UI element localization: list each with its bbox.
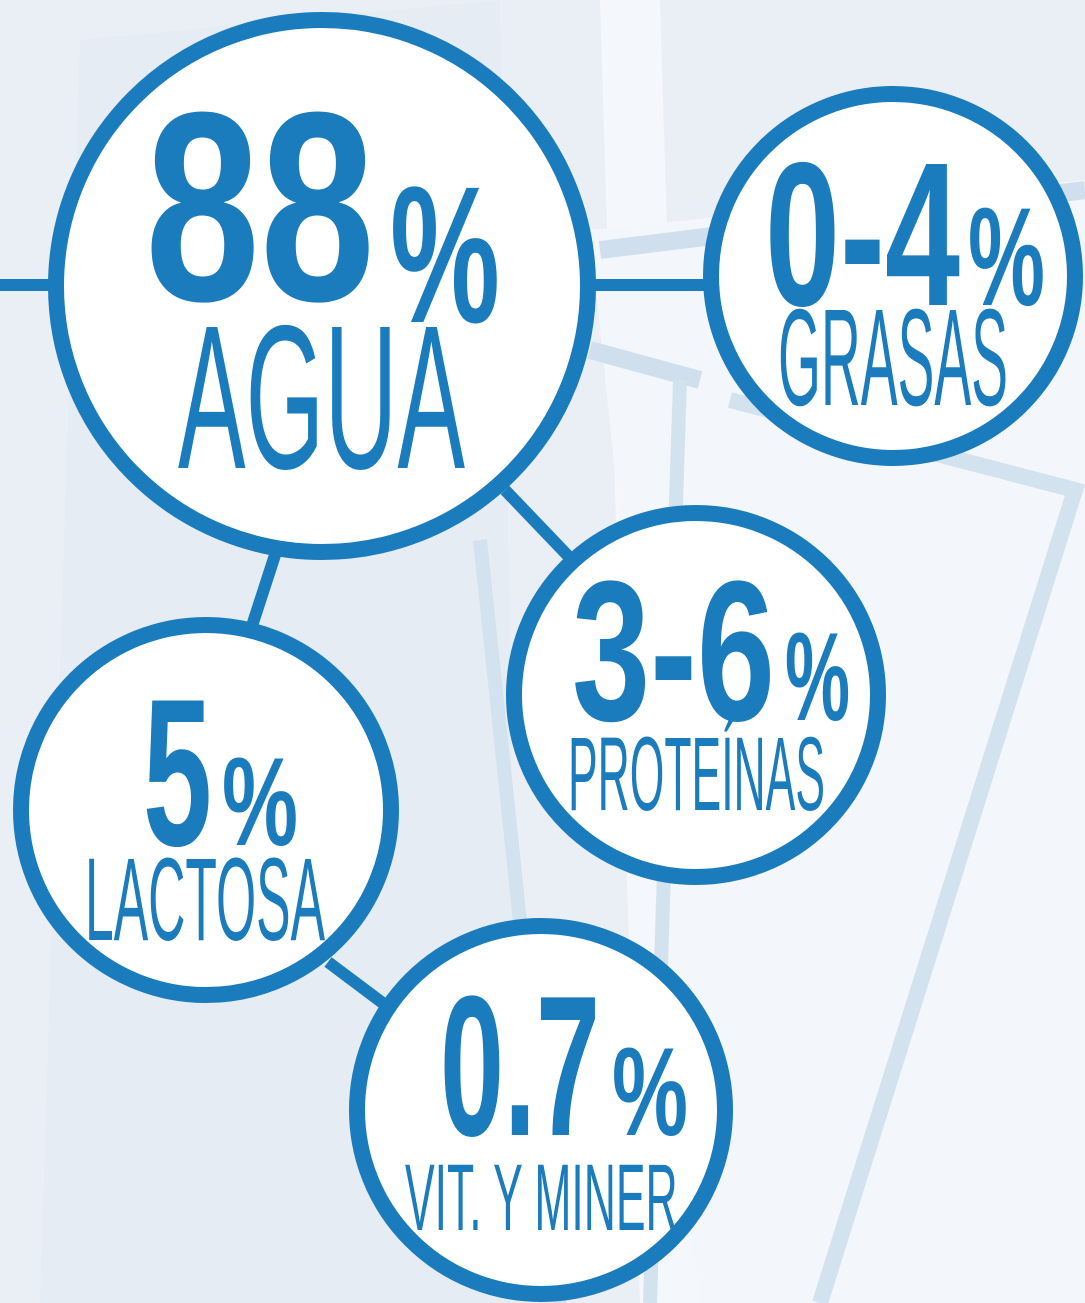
connector [505,490,572,560]
infographic: 88 % AGUA 0-4 % GRASAS 3-6 % PROTEÍNAS 5… [0,0,1085,1303]
node-lactosa: 5 % LACTOSA [21,625,391,995]
node-vitaminas: 0.7 % VIT. Y MINER. [357,926,725,1294]
node-proteinas: 3-6 % PROTEÍNAS [514,513,878,877]
node-grasas: 0-4 % GRASAS [711,94,1075,458]
node-label: GRASAS [778,281,1008,435]
node-label: VIT. Y MINER. [405,1145,690,1251]
node-label: PROTEÍNAS [568,716,825,833]
node-unit: % [612,1023,688,1162]
node-label: AGUA [178,283,465,512]
node-label: LACTOSA [85,834,325,966]
node-agua: 88 % AGUA [56,20,588,552]
